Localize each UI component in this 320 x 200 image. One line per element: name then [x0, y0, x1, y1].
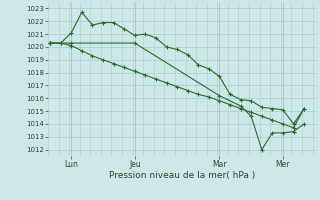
X-axis label: Pression niveau de la mer( hPa ): Pression niveau de la mer( hPa ) — [109, 171, 256, 180]
